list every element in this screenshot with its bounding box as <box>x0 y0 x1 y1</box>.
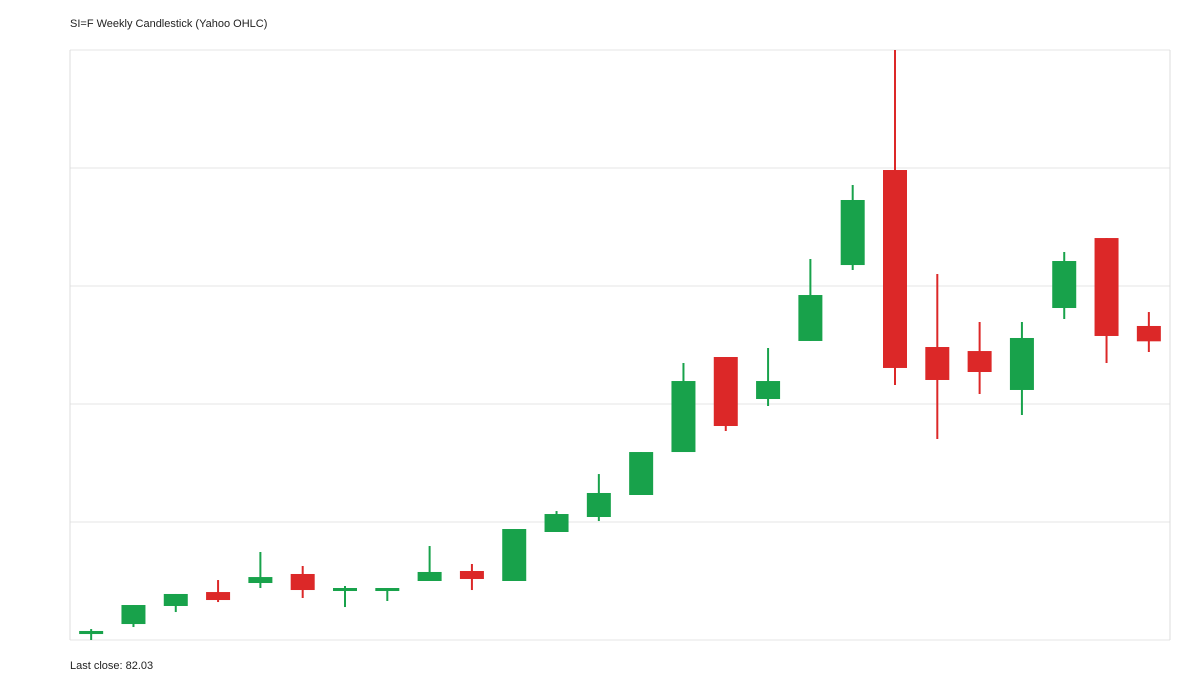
candle-body <box>1094 238 1119 336</box>
candle-body <box>544 514 569 532</box>
candle-body <box>79 630 104 635</box>
candle-body <box>290 573 315 591</box>
candle-body <box>206 592 231 601</box>
candle-body <box>798 295 823 341</box>
chart-title: SI=F Weekly Candlestick (Yahoo OHLC) <box>70 18 267 30</box>
candle-body <box>1009 337 1034 390</box>
candle-body <box>883 170 907 368</box>
candle-body <box>502 529 527 581</box>
candle-body <box>459 571 484 579</box>
footer-note: Last close: 82.03 <box>70 660 153 672</box>
candle-body <box>417 571 442 581</box>
candle-body <box>925 347 950 380</box>
candle-body <box>163 593 188 606</box>
candle-body <box>248 577 273 584</box>
candle-body <box>375 588 400 592</box>
candle-body <box>121 605 146 625</box>
candle-body <box>967 351 992 373</box>
candle-body <box>671 381 696 453</box>
candle-body <box>629 452 654 495</box>
candle-body <box>840 199 865 266</box>
candle-body <box>713 357 738 427</box>
candle-body <box>1052 261 1077 309</box>
candle-body <box>333 588 357 592</box>
candle-body <box>756 381 781 400</box>
candle-body <box>586 492 611 518</box>
candle-body <box>1136 325 1161 342</box>
